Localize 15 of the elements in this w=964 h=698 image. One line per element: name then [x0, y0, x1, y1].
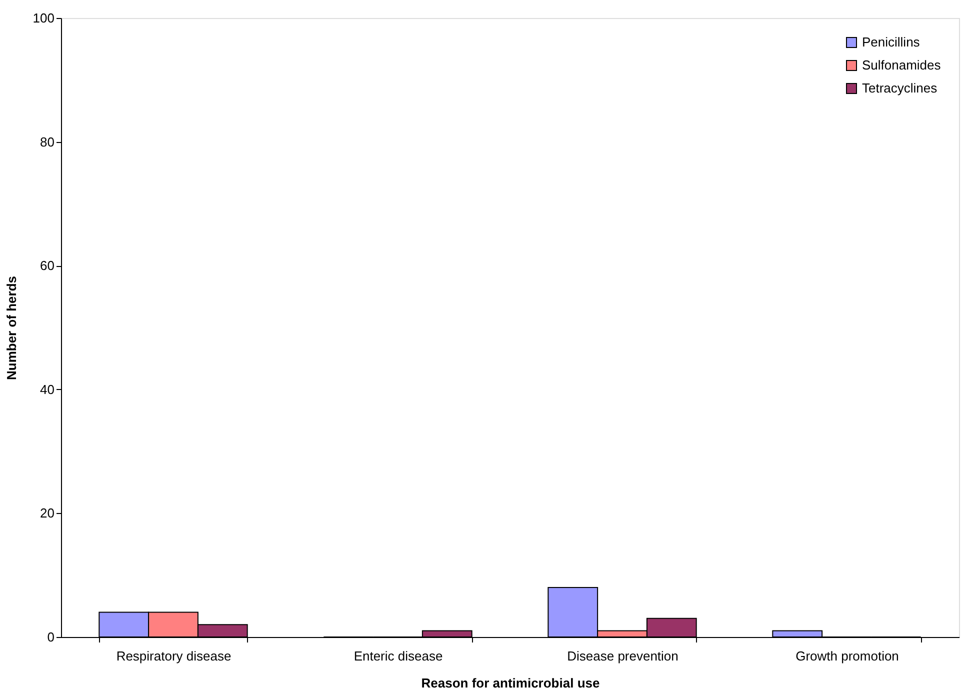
y-tick-label: 100 [32, 10, 54, 26]
x-tick-label: Enteric disease [354, 648, 443, 664]
y-tick-label: 80 [40, 134, 54, 150]
y-tick-label: 40 [40, 382, 54, 397]
x-axis-title: Reason for antimicrobial use [421, 676, 600, 690]
y-tick-label: 0 [47, 630, 54, 644]
x-tick-label: Respiratory disease [116, 648, 232, 664]
legend-label: Sulfonamides [862, 58, 942, 72]
legend-label: Penicillins [862, 34, 920, 50]
y-tick-label: 20 [40, 506, 54, 521]
legend-label: Tetracyclines [862, 80, 938, 96]
y-axis-title: Number of herds [4, 276, 19, 380]
x-tick-label: Growth promotion [796, 648, 899, 664]
y-tick-label: 60 [40, 258, 54, 274]
x-tick-label: Disease prevention [567, 648, 678, 664]
